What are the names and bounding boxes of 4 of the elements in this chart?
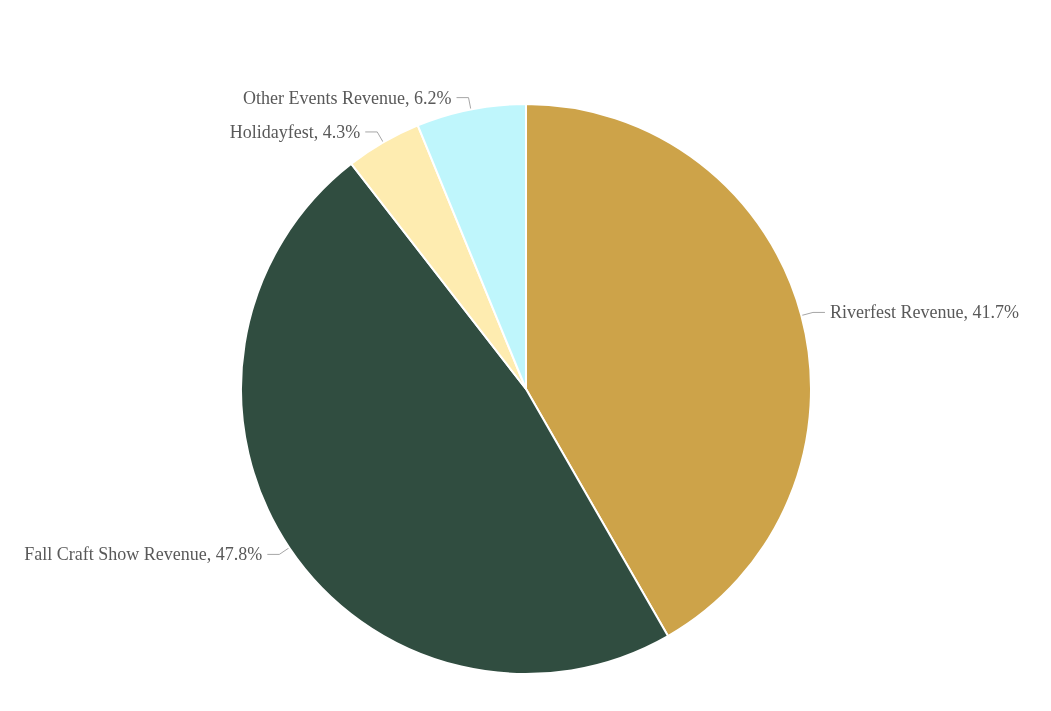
slice-label: Holidayfest, 4.3% xyxy=(229,121,361,142)
slice-label: Riverfest Revenue, 41.7% xyxy=(829,302,1019,323)
slice-label: Other Events Revenue, 6.2% xyxy=(243,87,452,108)
slice-label: Fall Craft Show Revenue, 47.8% xyxy=(24,544,263,565)
